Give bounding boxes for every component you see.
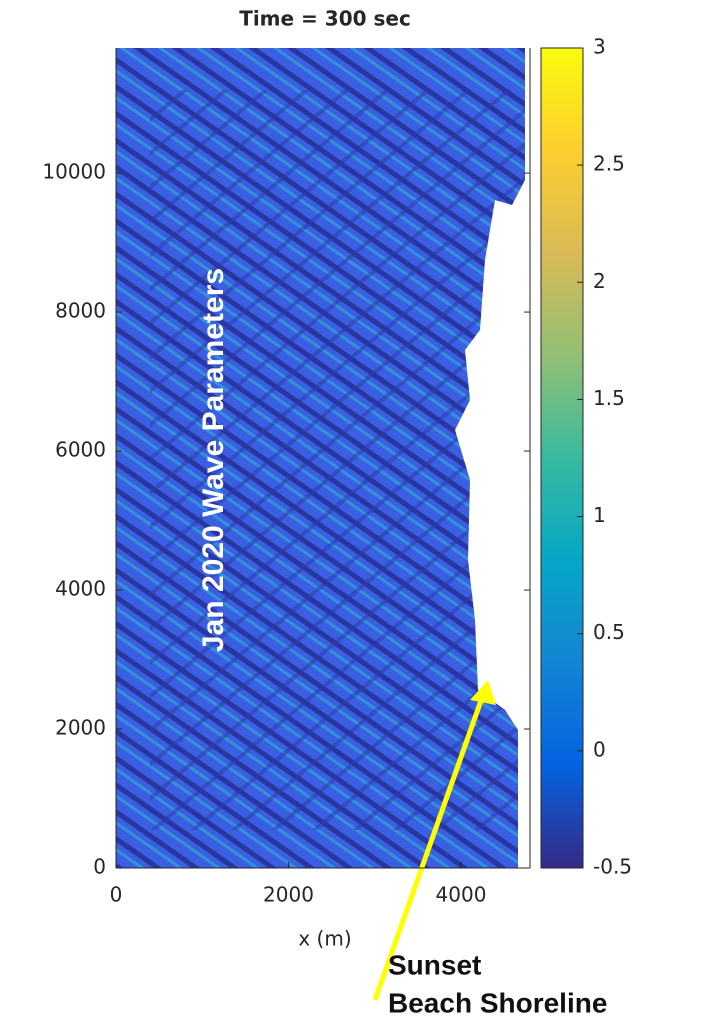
- colorbar-tick-label: 2.5: [593, 152, 625, 176]
- x-axis-label: x (m): [298, 927, 351, 951]
- x-tick-label: 4000: [436, 883, 487, 907]
- arrow: [372, 694, 486, 1001]
- colorbar-tick-label: 0: [593, 737, 606, 761]
- y-tick-label: 6000: [55, 438, 106, 462]
- colorbar: [540, 47, 584, 869]
- annotation: Jan 2020 Wave Parameters: [197, 268, 230, 652]
- y-tick-label: 8000: [55, 299, 106, 323]
- colorbar-tick-label: -0.5: [593, 855, 632, 879]
- y-tick-label: 0: [93, 855, 106, 879]
- chart-title: Time = 300 sec: [239, 7, 411, 31]
- arrow-label: Beach Shoreline: [388, 987, 607, 1018]
- x-tick-label: 2000: [263, 883, 314, 907]
- x-tick-label: 0: [110, 883, 123, 907]
- y-tick-label: 2000: [55, 716, 106, 740]
- colorbar-tick-label: 1.5: [593, 386, 625, 410]
- colorbar-tick-label: 2: [593, 269, 606, 293]
- arrowhead: [470, 680, 496, 705]
- colorbar-tick-label: 1: [593, 503, 606, 527]
- wave-field-overlay: [150, 90, 525, 830]
- colorbar-tick-label: 0.5: [593, 620, 625, 644]
- y-tick-label: 10000: [42, 160, 106, 184]
- y-tick-label: 4000: [55, 577, 106, 601]
- colorbar-tick-label: 3: [593, 35, 606, 59]
- arrow-label: Sunset: [388, 949, 481, 980]
